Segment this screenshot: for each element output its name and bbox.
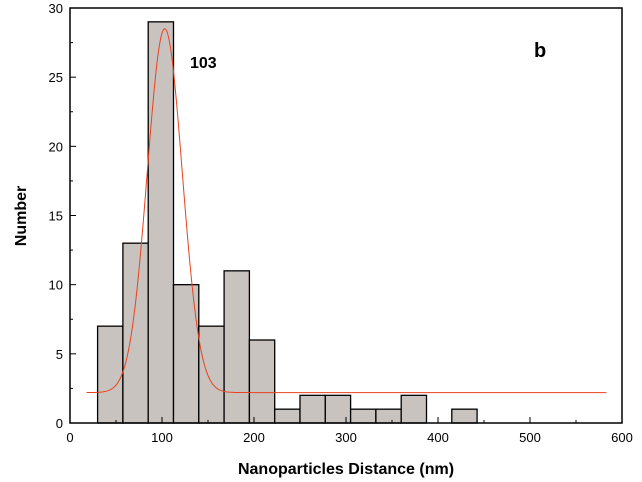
histogram-bar-12: [401, 395, 426, 423]
histogram-bar-4: [199, 326, 224, 423]
y-tick-label: 30: [49, 1, 63, 16]
x-axis-title: Nanoparticles Distance (nm): [238, 461, 454, 478]
y-tick-label: 15: [49, 209, 63, 224]
x-tick-label: 200: [243, 430, 265, 445]
y-tick-label: 0: [56, 416, 63, 431]
y-axis-title: Number: [13, 186, 30, 246]
x-tick-label: 500: [519, 430, 541, 445]
histogram-bar-11: [376, 409, 401, 423]
histogram-bar-6: [249, 340, 274, 423]
y-tick-label: 10: [49, 278, 63, 293]
y-tick-label: 5: [56, 347, 63, 362]
histogram-bar-1: [123, 243, 148, 423]
histogram-bar-5: [224, 271, 249, 423]
panel-label: b: [534, 40, 546, 62]
x-tick-label: 0: [66, 430, 73, 445]
histogram-bar-8: [300, 395, 325, 423]
x-tick-label: 600: [611, 430, 633, 445]
histogram-bar-9: [325, 395, 350, 423]
histogram-bar-10: [351, 409, 376, 423]
y-tick-label: 25: [49, 70, 63, 85]
peak-annotation: 103: [190, 55, 217, 72]
x-tick-label: 300: [335, 430, 357, 445]
histogram-bar-13: [452, 409, 477, 423]
x-tick-label: 400: [427, 430, 449, 445]
histogram-bar-3: [174, 285, 199, 423]
x-tick-label: 100: [151, 430, 173, 445]
y-tick-label: 20: [49, 139, 63, 154]
histogram-bar-7: [275, 409, 300, 423]
histogram-bar-2: [148, 22, 173, 423]
histogram-bar-0: [98, 326, 123, 423]
